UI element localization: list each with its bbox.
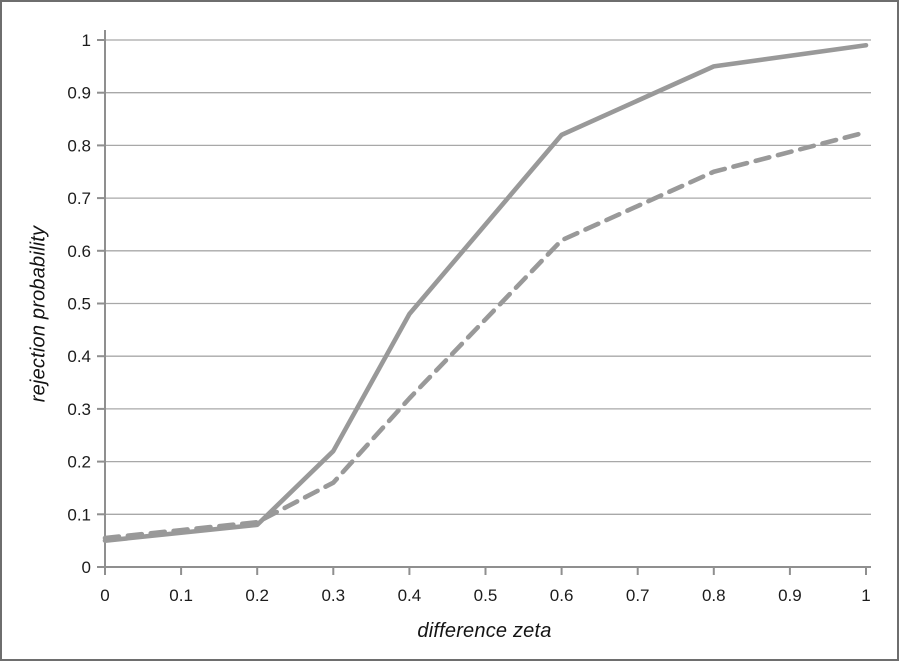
x-tick-label: 0.3	[321, 586, 345, 605]
y-tick-label: 1	[82, 31, 91, 50]
series-lower-dashed-line	[102, 129, 869, 541]
y-axis-title: rejection probability	[27, 225, 50, 403]
x-tick-label: 0	[100, 586, 109, 605]
x-tick-label: 0.8	[702, 586, 726, 605]
x-tick-label: 0.2	[245, 586, 269, 605]
y-tick-label: 0.9	[67, 84, 91, 103]
y-tick-label: 0.7	[67, 189, 91, 208]
y-tick-label: 0.4	[67, 347, 91, 366]
series-upper-solid-line	[102, 42, 869, 543]
y-tick-label: 0.8	[67, 136, 91, 155]
x-tick-label: 0.5	[474, 586, 498, 605]
y-tick-label: 0.5	[67, 295, 91, 314]
x-tick-label: 0.7	[626, 586, 650, 605]
x-axis-title: difference zeta	[417, 620, 552, 642]
y-tick-label: 0.2	[67, 453, 91, 472]
x-tick-label: 0.1	[169, 586, 193, 605]
y-tick-label: 0	[82, 558, 91, 577]
y-tick-label: 0.1	[67, 505, 91, 524]
x-tick-label: 0.4	[398, 586, 422, 605]
x-tick-label: 1	[861, 586, 870, 605]
x-tick-label: 0.9	[778, 586, 802, 605]
x-tick-label: 0.6	[550, 586, 574, 605]
y-tick-label: 0.6	[67, 242, 91, 261]
y-tick-label: 0.3	[67, 400, 91, 419]
